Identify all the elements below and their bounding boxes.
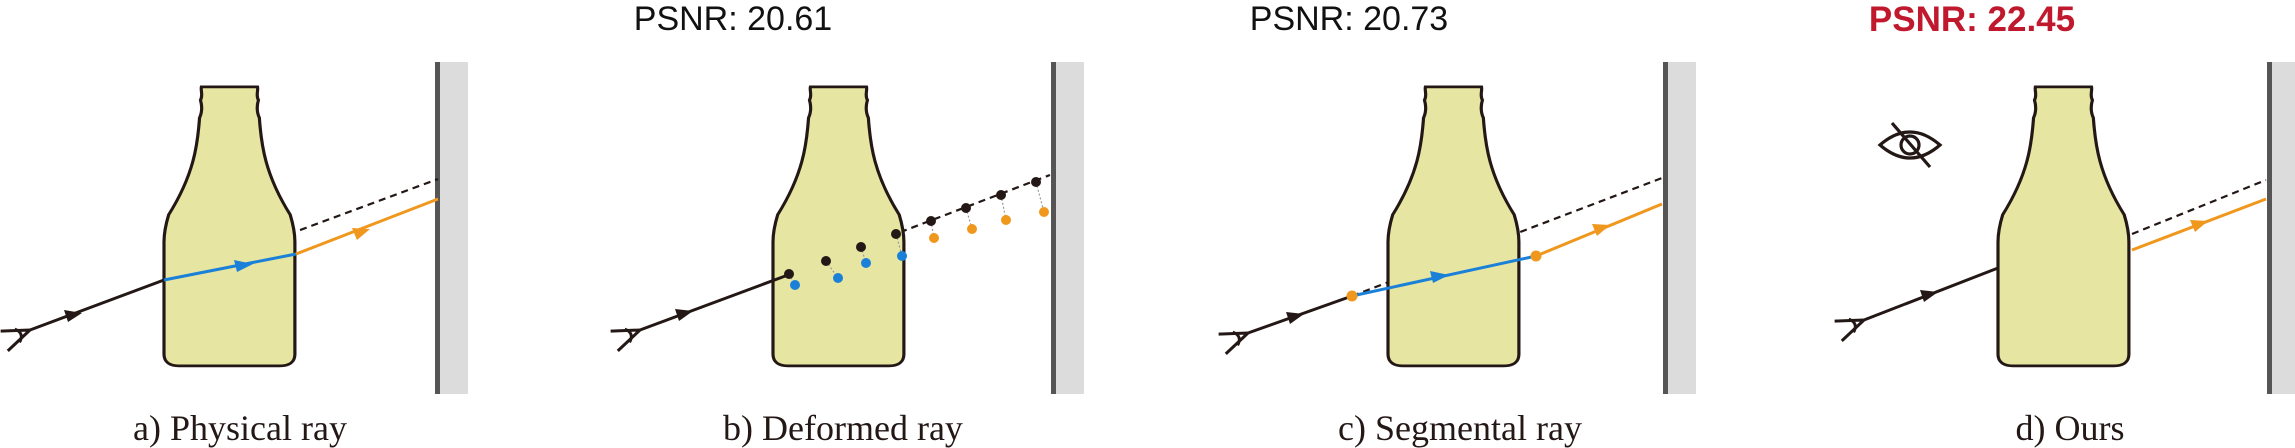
dashed-extension bbox=[1351, 176, 1663, 298]
exit-ray bbox=[295, 197, 439, 256]
bottle-shape bbox=[771, 85, 906, 368]
arrow-icon bbox=[1430, 271, 1449, 283]
arrow-icon bbox=[1920, 290, 1938, 302]
dashed-extension bbox=[787, 173, 1051, 277]
incident-ray bbox=[639, 273, 789, 332]
segment-point bbox=[1346, 290, 1358, 302]
wall-icon bbox=[2267, 62, 2295, 394]
arrow-icon bbox=[64, 310, 82, 322]
psnr-label: PSNR: 20.61 bbox=[634, 0, 832, 38]
arrow-icon bbox=[675, 309, 693, 321]
eye-icon bbox=[609, 320, 646, 353]
psnr-label-best: PSNR: 22.45 bbox=[1869, 0, 2075, 39]
eye-icon bbox=[1217, 323, 1254, 356]
caption: d) Ours bbox=[2016, 408, 2125, 448]
bottle-shape bbox=[1386, 85, 1521, 368]
panel-d: PSNR: 22.45 d) Ours bbox=[1833, 0, 2295, 448]
eye-icon bbox=[1833, 310, 1870, 343]
wall-icon bbox=[1051, 62, 1084, 394]
eye-slash-icon bbox=[1877, 121, 1943, 169]
arrow-icon bbox=[2190, 220, 2208, 232]
dashed-extension bbox=[2131, 178, 2267, 236]
wall-icon bbox=[1663, 62, 1696, 394]
panel-c: PSNR: 20.73 c) Segmental ray bbox=[1217, 0, 1696, 448]
deformed-samples bbox=[784, 177, 1049, 290]
eye-icon bbox=[0, 320, 36, 353]
arrow-icon bbox=[1592, 224, 1610, 236]
arrow-icon bbox=[234, 260, 253, 272]
caption: c) Segmental ray bbox=[1338, 408, 1582, 448]
panel-b: PSNR: 20.61 bbox=[609, 0, 1084, 448]
caption: a) Physical ray bbox=[133, 408, 347, 448]
bottle-shape bbox=[162, 85, 297, 368]
wall-icon bbox=[435, 62, 468, 394]
panel-a: a) Physical ray bbox=[0, 62, 468, 448]
incident-ray bbox=[29, 278, 165, 332]
bottle-shape bbox=[1996, 85, 2131, 368]
segment-point bbox=[1530, 250, 1542, 262]
arrow-icon bbox=[352, 228, 370, 240]
arrow-icon bbox=[1286, 312, 1304, 324]
refracted-ray bbox=[163, 252, 297, 282]
psnr-label: PSNR: 20.73 bbox=[1250, 0, 1448, 38]
caption: b) Deformed ray bbox=[723, 408, 963, 448]
